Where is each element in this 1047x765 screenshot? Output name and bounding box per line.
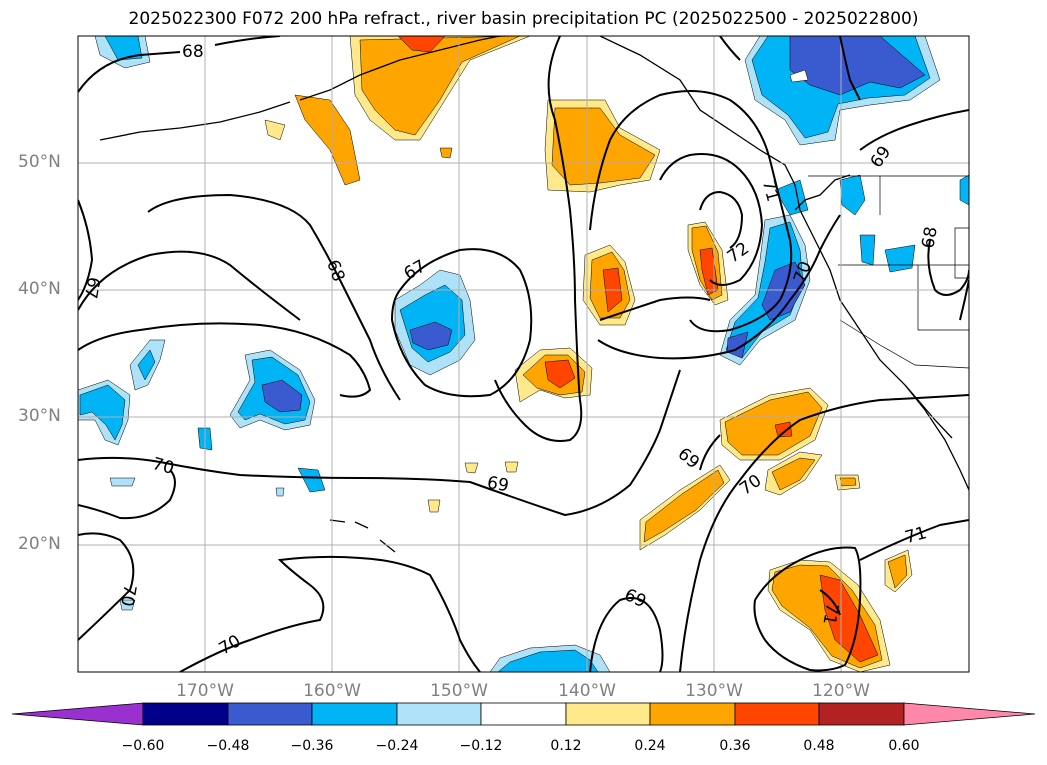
lat-label: 20°N: [18, 534, 61, 554]
colorbar-segment: [565, 702, 651, 726]
colorbar-segment: [396, 702, 482, 726]
colorbar-tick-label: −0.60: [121, 738, 165, 754]
colorbar-segment: [818, 702, 905, 726]
lon-label: 170°W: [176, 681, 234, 701]
colorbar-tick-label: −0.12: [459, 738, 503, 754]
map-title: 2025022300 F072 200 hPa refract., river …: [128, 9, 919, 29]
map-plot-area: 68 67 68 67 69 69 71 72 70 69 70 70 71 6…: [78, 36, 969, 672]
colorbar-tick-label: 0.12: [550, 738, 582, 754]
coastlines: [99, 36, 969, 553]
colorbar-tick-label: −0.24: [375, 738, 419, 754]
colorbar-segment: [227, 702, 313, 726]
colorbar-extend-min: [11, 702, 144, 726]
political-borders: [808, 175, 969, 369]
contour-label: 67: [80, 275, 103, 300]
contour-label: 71: [818, 601, 841, 626]
lat-label: 40°N: [18, 279, 61, 299]
lat-label: 50°N: [18, 152, 61, 172]
colorbar-segment: [734, 702, 820, 726]
refractivity-contours: [78, 36, 969, 672]
contour-label: 68: [182, 42, 204, 62]
colorbar-tick-label: 0.24: [634, 738, 666, 754]
colorbar-tick-label: −0.48: [206, 738, 250, 754]
colorbar-extend-max: [903, 702, 1036, 726]
contour-label: 70: [116, 583, 139, 608]
lat-label: 30°N: [18, 406, 61, 426]
lon-label: 120°W: [812, 681, 870, 701]
colorbar-segment: [311, 702, 398, 726]
lon-label: 160°W: [303, 681, 361, 701]
colorbar-tick-label: −0.36: [290, 738, 334, 754]
colorbar-tick-label: 0.60: [888, 738, 920, 754]
lon-label: 150°W: [430, 681, 488, 701]
colorbar-segment: [649, 702, 736, 726]
colorbar-segment: [480, 702, 567, 726]
colorbar-tick-label: 0.48: [803, 738, 835, 754]
colorbar-tick-label: 0.36: [719, 738, 751, 754]
lon-label: 130°W: [685, 681, 743, 701]
contour-label: 68: [918, 225, 941, 250]
colorbar: [11, 702, 1036, 726]
map-frame: [77, 35, 970, 673]
gridlines: [78, 36, 969, 672]
lon-label: 140°W: [558, 681, 616, 701]
contour-label: 69: [485, 473, 510, 496]
colorbar-segment: [142, 702, 229, 726]
